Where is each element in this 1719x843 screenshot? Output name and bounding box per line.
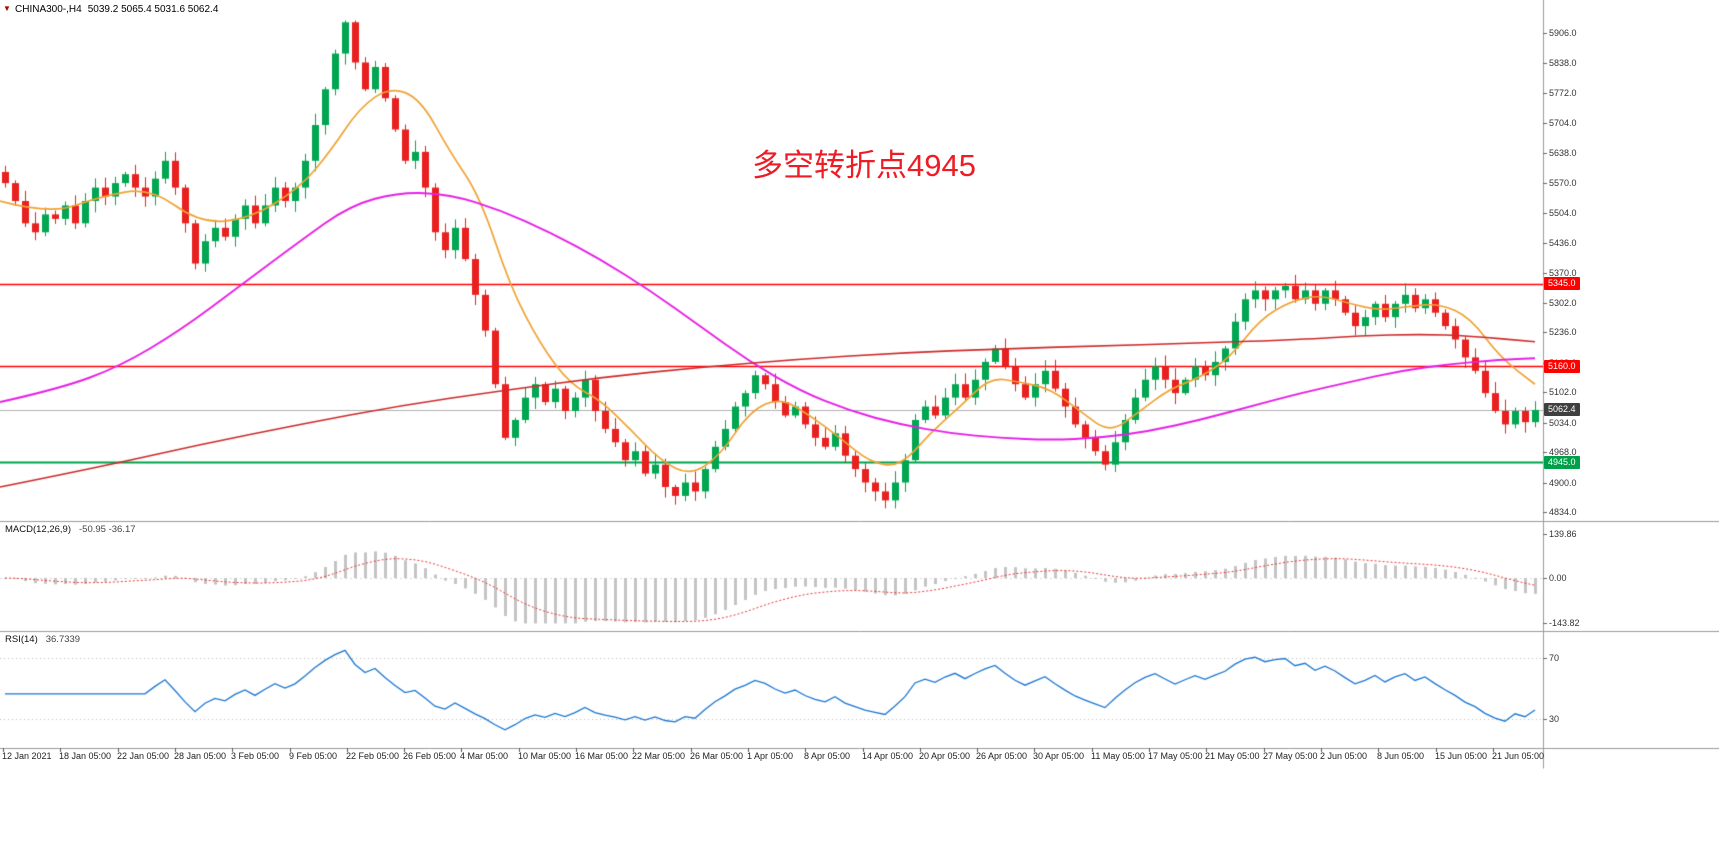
main-chart-panel[interactable] bbox=[0, 0, 1543, 521]
time-axis[interactable] bbox=[0, 748, 1543, 768]
rsi-panel[interactable] bbox=[0, 632, 1543, 748]
price-axis[interactable] bbox=[1543, 0, 1719, 768]
macd-panel[interactable] bbox=[0, 522, 1543, 631]
